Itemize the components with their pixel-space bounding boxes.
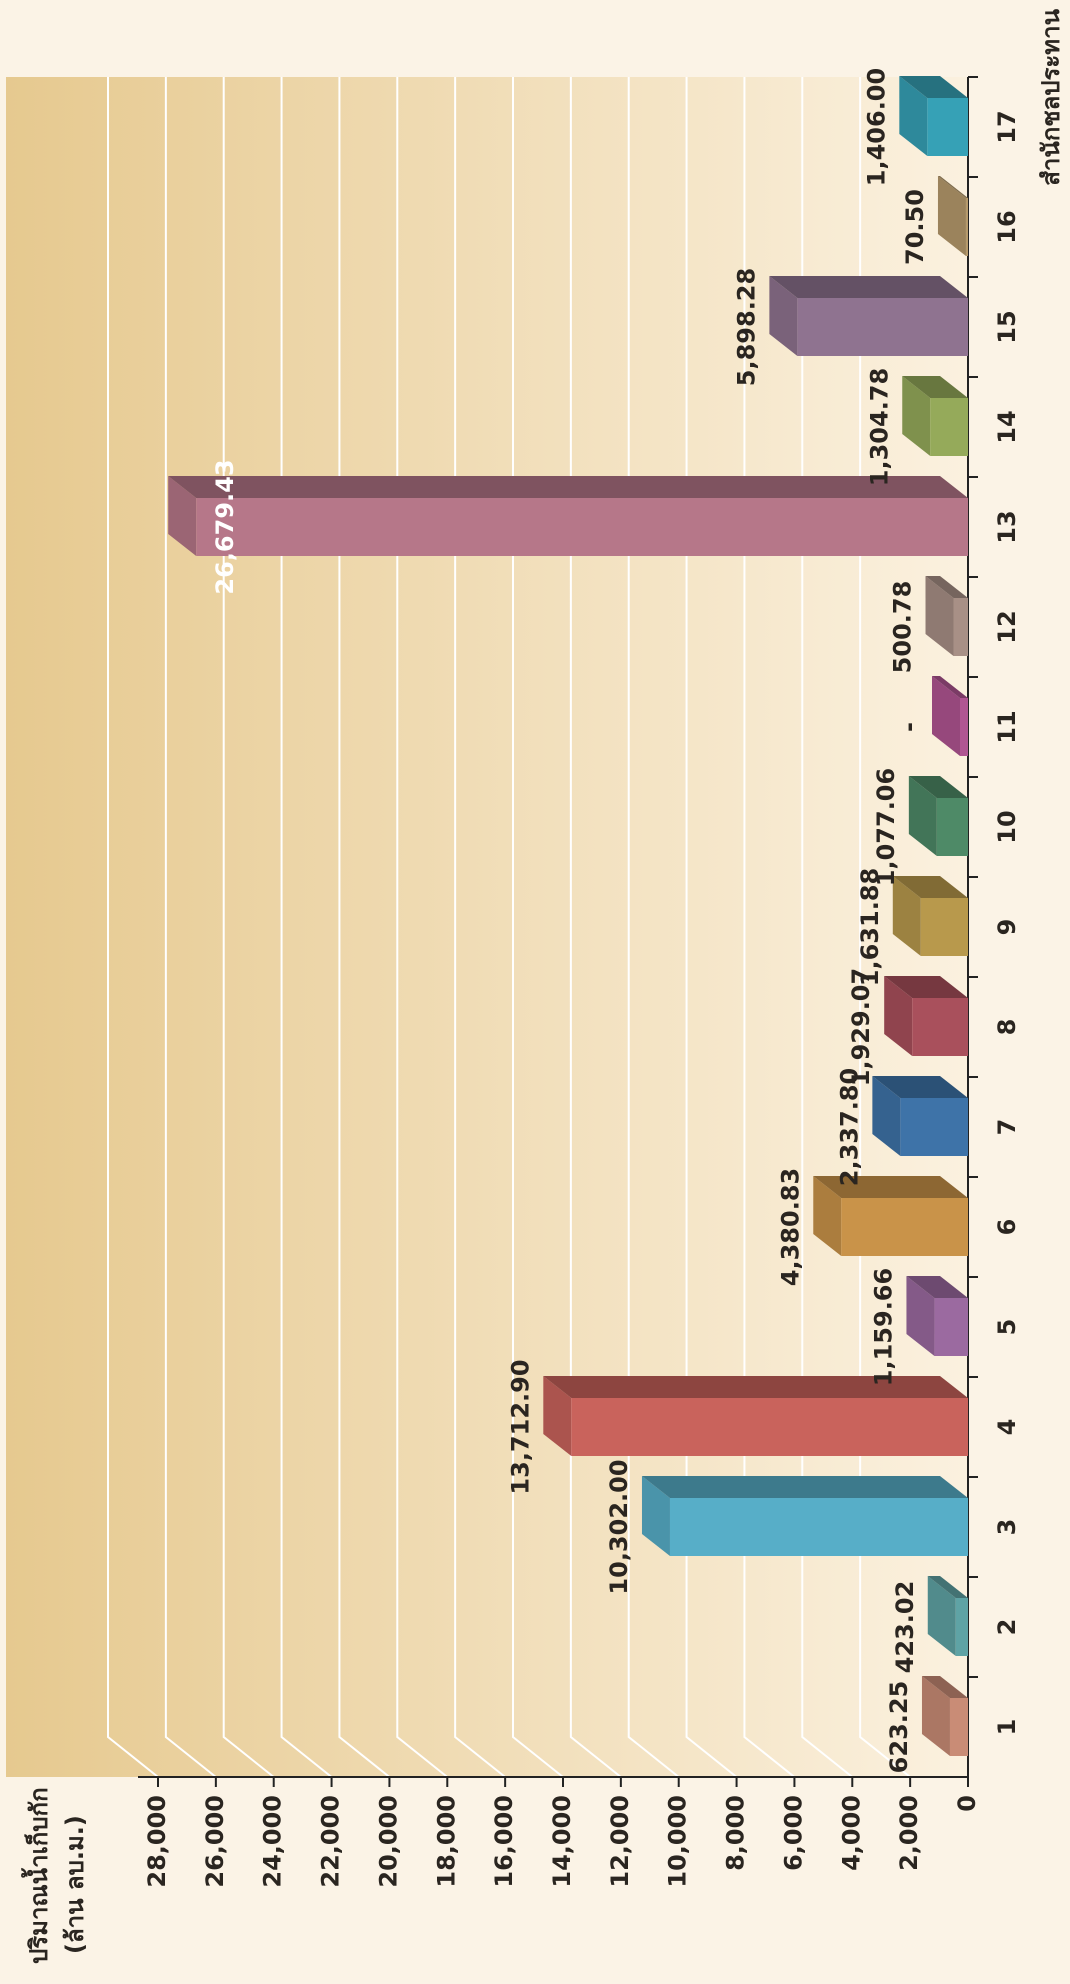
bar bbox=[670, 1498, 968, 1556]
y-tick-label: 24,000 bbox=[259, 1795, 287, 1888]
value-label: 13,712.90 bbox=[506, 1359, 534, 1494]
x-tick-label: 4 bbox=[993, 1419, 1021, 1436]
bar bbox=[196, 498, 968, 556]
bar-side bbox=[769, 276, 968, 298]
bar bbox=[900, 1098, 968, 1156]
y-tick-label: 28,000 bbox=[143, 1795, 171, 1888]
y-tick-label: 22,000 bbox=[317, 1795, 345, 1888]
value-label: 26,679.43 bbox=[211, 459, 239, 594]
y-tick-label: 14,000 bbox=[548, 1795, 576, 1888]
x-tick-label: 13 bbox=[993, 510, 1021, 543]
rotated-chart: ปริมาณน้ำเก็บกัก (ล้าน ลบ.ม.) สำนักชลประ… bbox=[6, 8, 1065, 1964]
value-label: 1,077.06 bbox=[872, 768, 900, 886]
value-label: 5,898.28 bbox=[732, 268, 760, 386]
x-tick-label: 9 bbox=[993, 919, 1021, 936]
value-label: 423.02 bbox=[891, 1581, 919, 1674]
bar bbox=[950, 1698, 968, 1756]
bar bbox=[954, 598, 968, 656]
y-tick-label: 18,000 bbox=[432, 1795, 460, 1888]
value-label: 70.50 bbox=[901, 189, 929, 265]
bar bbox=[966, 198, 968, 256]
y-tick-label: 26,000 bbox=[201, 1795, 229, 1888]
x-tick-label: 5 bbox=[993, 1319, 1021, 1336]
y-tick-label: 4,000 bbox=[837, 1795, 865, 1871]
y-axis-title: (ล้าน ลบ.ม.) bbox=[61, 1815, 89, 1954]
x-tick-label: 1 bbox=[993, 1719, 1021, 1736]
value-label: 10,302.00 bbox=[605, 1459, 633, 1594]
value-label: - bbox=[895, 722, 923, 732]
bar bbox=[797, 298, 968, 356]
x-tick-label: 11 bbox=[993, 710, 1021, 743]
value-label: 1,159.66 bbox=[869, 1268, 897, 1386]
value-label: 623.25 bbox=[885, 1681, 913, 1774]
value-label: 1,304.78 bbox=[865, 368, 893, 486]
value-label: 4,380.83 bbox=[776, 1168, 804, 1286]
bar-side bbox=[168, 476, 968, 498]
x-tick-label: 14 bbox=[993, 410, 1021, 443]
x-tick-label: 15 bbox=[993, 310, 1021, 343]
bar bbox=[571, 1398, 968, 1456]
x-axis-title: สำนักชลประทาน bbox=[1037, 8, 1065, 185]
bar bbox=[937, 798, 968, 856]
y-axis-title: ปริมาณน้ำเก็บกัก bbox=[20, 1787, 53, 1964]
value-label: 1,406.00 bbox=[862, 68, 890, 186]
x-tick-label: 3 bbox=[993, 1519, 1021, 1536]
bar-side bbox=[642, 1476, 968, 1498]
y-tick-label: 0 bbox=[953, 1795, 981, 1812]
x-tick-label: 2 bbox=[993, 1619, 1021, 1636]
y-tick-label: 16,000 bbox=[490, 1795, 518, 1888]
x-tick-label: 16 bbox=[993, 210, 1021, 243]
y-tick-label: 20,000 bbox=[374, 1795, 402, 1888]
bar bbox=[930, 398, 968, 456]
bar bbox=[921, 898, 968, 956]
bar bbox=[927, 98, 968, 156]
x-tick-label: 10 bbox=[993, 810, 1021, 843]
y-tick-label: 10,000 bbox=[664, 1795, 692, 1888]
y-tick-label: 6,000 bbox=[779, 1795, 807, 1871]
x-tick-label: 7 bbox=[993, 1119, 1021, 1136]
bar-side bbox=[543, 1376, 968, 1398]
y-tick-label: 8,000 bbox=[722, 1795, 750, 1871]
x-tick-label: 6 bbox=[993, 1219, 1021, 1236]
x-tick-label: 12 bbox=[993, 610, 1021, 643]
bar bbox=[934, 1298, 968, 1356]
bar-stub bbox=[960, 698, 968, 756]
bar bbox=[956, 1598, 968, 1656]
y-tick-label: 12,000 bbox=[606, 1795, 634, 1888]
y-tick-label: 2,000 bbox=[895, 1795, 923, 1871]
bar bbox=[841, 1198, 968, 1256]
chart: ปริมาณน้ำเก็บกัก (ล้าน ลบ.ม.) สำนักชลประ… bbox=[0, 0, 1070, 1984]
page: ปริมาณน้ำเก็บกัก (ล้าน ลบ.ม.) สำนักชลประ… bbox=[0, 0, 1070, 1984]
value-label: 500.78 bbox=[889, 581, 917, 674]
bar bbox=[912, 998, 968, 1056]
x-tick-label: 8 bbox=[993, 1019, 1021, 1036]
x-tick-label: 17 bbox=[993, 110, 1021, 143]
